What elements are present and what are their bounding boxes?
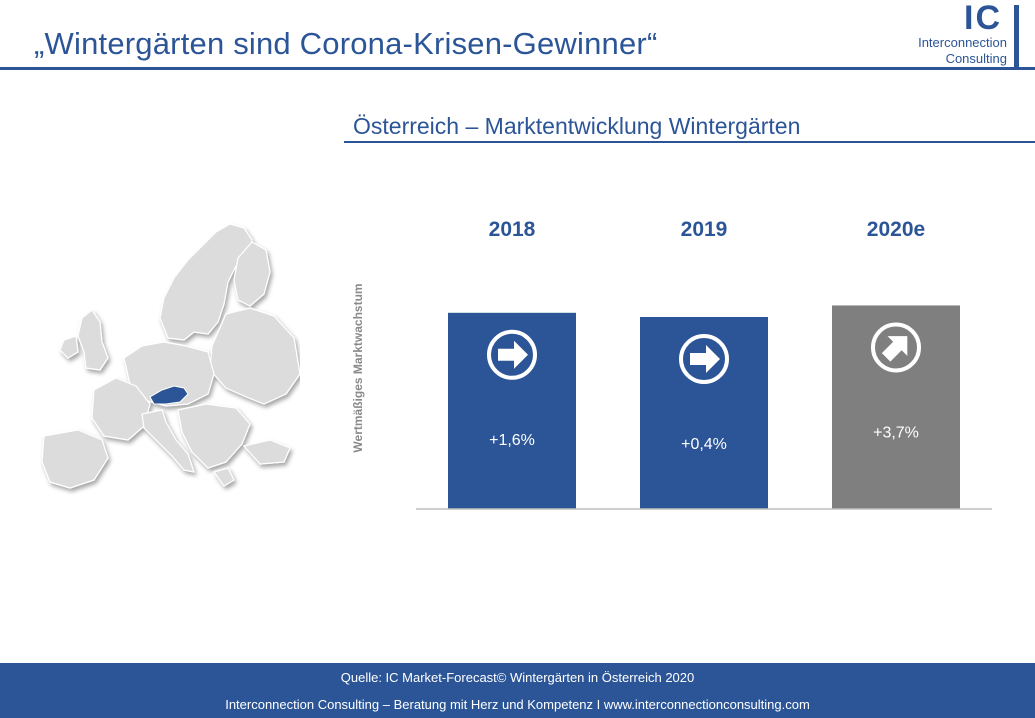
arrow-right-icon: [679, 334, 729, 384]
logo-mark: IC: [964, 0, 1002, 37]
finland-shape: [233, 241, 271, 307]
growth-bar-chart: Wertmäßiges Marktwachstum 2018 +1,6% 2019 +…: [351, 218, 992, 510]
uk-shape: [77, 309, 109, 371]
icon-ring: [487, 329, 537, 380]
category-label-2020e: 2020e: [867, 218, 925, 241]
austria-highlight: [149, 385, 189, 405]
subtitle-divider: [344, 141, 1035, 143]
bar-2018: [448, 312, 576, 509]
category-label-2019: 2019: [681, 218, 728, 241]
aegean-shape: [213, 467, 235, 487]
value-label-2020e: +3,7%: [873, 424, 919, 441]
europe-map: [41, 223, 300, 489]
value-label-2018: +1,6%: [489, 432, 535, 449]
icon-arrow: [881, 336, 908, 362]
footer-bar: Quelle: IC Market-Forecast© Wintergärten…: [0, 663, 1035, 718]
icon-ring: [871, 322, 921, 373]
page-title: „Wintergärten sind Corona-Krisen-Gewinne…: [34, 26, 658, 61]
chart-subtitle: Österreich – Marktentwicklung Wintergärt…: [353, 113, 801, 139]
logo-bar: [1014, 5, 1019, 69]
company-logo: IC Interconnection Consulting: [895, 0, 1019, 69]
y-axis-label: Wertmäßiges Marktwachstum: [351, 283, 365, 452]
bar-2019: [640, 317, 768, 509]
icon-arrow: [498, 340, 528, 369]
turkey-shape: [243, 439, 291, 465]
source-note: Quelle: IC Market-Forecast© Wintergärten…: [340, 670, 695, 685]
iberia-shape: [41, 429, 109, 489]
value-label-2019: +0,4%: [681, 436, 727, 453]
category-label-2018: 2018: [489, 218, 536, 241]
logo-line1: Interconnection: [918, 35, 1007, 50]
eastern-europe-shape: [209, 307, 300, 405]
ireland-shape: [59, 335, 79, 359]
logo-line2: Consulting: [945, 51, 1007, 66]
scandinavia-shape: [159, 223, 253, 341]
arrow-up-right-icon: [871, 322, 921, 373]
icon-arrow: [690, 345, 720, 373]
bar-2020e: [832, 305, 960, 509]
header-divider: [0, 67, 1035, 70]
balkans-shape: [177, 403, 251, 469]
italy-shape: [141, 409, 195, 473]
icon-ring: [679, 334, 729, 384]
footer-tagline: Interconnection Consulting – Beratung mi…: [225, 697, 810, 712]
arrow-right-icon: [487, 329, 537, 380]
